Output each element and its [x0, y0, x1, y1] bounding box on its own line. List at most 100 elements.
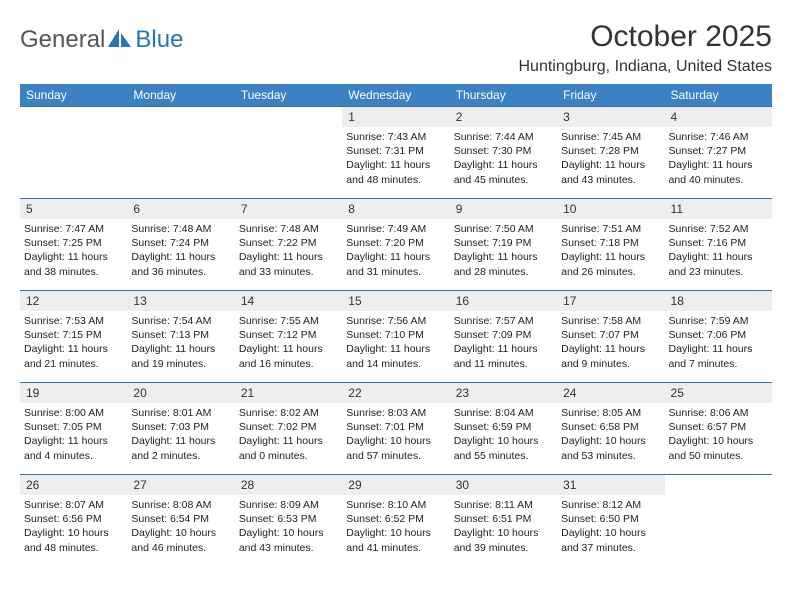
daylight-line: Daylight: 10 hours and 37 minutes.	[561, 526, 660, 554]
day-body: Sunrise: 7:44 AMSunset: 7:30 PMDaylight:…	[450, 127, 557, 190]
daylight-line: Daylight: 11 hours and 33 minutes.	[239, 250, 338, 278]
day-body: Sunrise: 8:01 AMSunset: 7:03 PMDaylight:…	[127, 403, 234, 466]
day-cell	[20, 107, 127, 199]
day-number: 2	[450, 107, 557, 127]
day-number: 29	[342, 475, 449, 495]
sunrise-line: Sunrise: 7:57 AM	[454, 314, 553, 328]
day-cell: 20Sunrise: 8:01 AMSunset: 7:03 PMDayligh…	[127, 383, 234, 475]
day-number: 4	[665, 107, 772, 127]
day-cell: 8Sunrise: 7:49 AMSunset: 7:20 PMDaylight…	[342, 199, 449, 291]
day-number: 20	[127, 383, 234, 403]
day-number: 24	[557, 383, 664, 403]
day-cell: 24Sunrise: 8:05 AMSunset: 6:58 PMDayligh…	[557, 383, 664, 475]
day-cell: 27Sunrise: 8:08 AMSunset: 6:54 PMDayligh…	[127, 475, 234, 567]
daylight-line: Daylight: 11 hours and 4 minutes.	[24, 434, 123, 462]
sunrise-line: Sunrise: 7:44 AM	[454, 130, 553, 144]
sunrise-line: Sunrise: 7:50 AM	[454, 222, 553, 236]
location-text: Huntingburg, Indiana, United States	[519, 58, 773, 76]
daylight-line: Daylight: 10 hours and 48 minutes.	[24, 526, 123, 554]
day-body: Sunrise: 7:48 AMSunset: 7:22 PMDaylight:…	[235, 219, 342, 282]
sunrise-line: Sunrise: 7:51 AM	[561, 222, 660, 236]
day-number: 31	[557, 475, 664, 495]
day-body: Sunrise: 8:00 AMSunset: 7:05 PMDaylight:…	[20, 403, 127, 466]
day-body: Sunrise: 7:53 AMSunset: 7:15 PMDaylight:…	[20, 311, 127, 374]
day-body: Sunrise: 7:56 AMSunset: 7:10 PMDaylight:…	[342, 311, 449, 374]
sunrise-line: Sunrise: 8:02 AM	[239, 406, 338, 420]
daylight-line: Daylight: 10 hours and 39 minutes.	[454, 526, 553, 554]
day-body: Sunrise: 8:11 AMSunset: 6:51 PMDaylight:…	[450, 495, 557, 558]
day-cell: 6Sunrise: 7:48 AMSunset: 7:24 PMDaylight…	[127, 199, 234, 291]
day-cell	[127, 107, 234, 199]
daylight-line: Daylight: 11 hours and 40 minutes.	[669, 158, 768, 186]
day-header-sun: Sunday	[20, 84, 127, 107]
day-number: 11	[665, 199, 772, 219]
sunset-line: Sunset: 7:16 PM	[669, 236, 768, 250]
sunrise-line: Sunrise: 7:54 AM	[131, 314, 230, 328]
day-cell: 26Sunrise: 8:07 AMSunset: 6:56 PMDayligh…	[20, 475, 127, 567]
day-cell: 22Sunrise: 8:03 AMSunset: 7:01 PMDayligh…	[342, 383, 449, 475]
day-header-sat: Saturday	[665, 84, 772, 107]
daylight-line: Daylight: 11 hours and 19 minutes.	[131, 342, 230, 370]
daylight-line: Daylight: 11 hours and 43 minutes.	[561, 158, 660, 186]
daylight-line: Daylight: 11 hours and 14 minutes.	[346, 342, 445, 370]
sunset-line: Sunset: 7:24 PM	[131, 236, 230, 250]
header: General Blue October 2025 Huntingburg, I…	[20, 20, 772, 76]
logo-text-general: General	[20, 26, 105, 54]
sunset-line: Sunset: 7:05 PM	[24, 420, 123, 434]
day-cell: 11Sunrise: 7:52 AMSunset: 7:16 PMDayligh…	[665, 199, 772, 291]
sunrise-line: Sunrise: 8:05 AM	[561, 406, 660, 420]
day-number: 23	[450, 383, 557, 403]
day-header-mon: Monday	[127, 84, 234, 107]
sunset-line: Sunset: 6:56 PM	[24, 512, 123, 526]
day-header-wed: Wednesday	[342, 84, 449, 107]
day-header-thu: Thursday	[450, 84, 557, 107]
week-row: 1Sunrise: 7:43 AMSunset: 7:31 PMDaylight…	[20, 107, 772, 199]
day-number: 8	[342, 199, 449, 219]
day-cell: 30Sunrise: 8:11 AMSunset: 6:51 PMDayligh…	[450, 475, 557, 567]
day-number: 22	[342, 383, 449, 403]
daylight-line: Daylight: 10 hours and 43 minutes.	[239, 526, 338, 554]
day-number: 6	[127, 199, 234, 219]
day-body: Sunrise: 8:09 AMSunset: 6:53 PMDaylight:…	[235, 495, 342, 558]
daylight-line: Daylight: 11 hours and 21 minutes.	[24, 342, 123, 370]
day-body: Sunrise: 8:03 AMSunset: 7:01 PMDaylight:…	[342, 403, 449, 466]
day-header-row: Sunday Monday Tuesday Wednesday Thursday…	[20, 84, 772, 107]
day-number: 21	[235, 383, 342, 403]
day-body: Sunrise: 8:05 AMSunset: 6:58 PMDaylight:…	[557, 403, 664, 466]
sunrise-line: Sunrise: 8:06 AM	[669, 406, 768, 420]
day-cell: 16Sunrise: 7:57 AMSunset: 7:09 PMDayligh…	[450, 291, 557, 383]
day-cell: 21Sunrise: 8:02 AMSunset: 7:02 PMDayligh…	[235, 383, 342, 475]
sunset-line: Sunset: 7:01 PM	[346, 420, 445, 434]
sunrise-line: Sunrise: 7:52 AM	[669, 222, 768, 236]
day-cell	[665, 475, 772, 567]
day-cell: 2Sunrise: 7:44 AMSunset: 7:30 PMDaylight…	[450, 107, 557, 199]
sunrise-line: Sunrise: 7:53 AM	[24, 314, 123, 328]
sunset-line: Sunset: 7:19 PM	[454, 236, 553, 250]
daylight-line: Daylight: 11 hours and 48 minutes.	[346, 158, 445, 186]
day-number: 7	[235, 199, 342, 219]
sunrise-line: Sunrise: 7:46 AM	[669, 130, 768, 144]
sunset-line: Sunset: 6:52 PM	[346, 512, 445, 526]
calendar-body: 1Sunrise: 7:43 AMSunset: 7:31 PMDaylight…	[20, 107, 772, 567]
day-cell: 29Sunrise: 8:10 AMSunset: 6:52 PMDayligh…	[342, 475, 449, 567]
day-number: 1	[342, 107, 449, 127]
day-number: 27	[127, 475, 234, 495]
day-cell: 1Sunrise: 7:43 AMSunset: 7:31 PMDaylight…	[342, 107, 449, 199]
daylight-line: Daylight: 11 hours and 7 minutes.	[669, 342, 768, 370]
day-body: Sunrise: 7:58 AMSunset: 7:07 PMDaylight:…	[557, 311, 664, 374]
sunset-line: Sunset: 7:06 PM	[669, 328, 768, 342]
day-cell: 19Sunrise: 8:00 AMSunset: 7:05 PMDayligh…	[20, 383, 127, 475]
sunset-line: Sunset: 7:12 PM	[239, 328, 338, 342]
daylight-line: Daylight: 10 hours and 57 minutes.	[346, 434, 445, 462]
day-body: Sunrise: 8:07 AMSunset: 6:56 PMDaylight:…	[20, 495, 127, 558]
day-cell: 15Sunrise: 7:56 AMSunset: 7:10 PMDayligh…	[342, 291, 449, 383]
daylight-line: Daylight: 11 hours and 36 minutes.	[131, 250, 230, 278]
day-body: Sunrise: 8:10 AMSunset: 6:52 PMDaylight:…	[342, 495, 449, 558]
sunset-line: Sunset: 7:20 PM	[346, 236, 445, 250]
daylight-line: Daylight: 11 hours and 31 minutes.	[346, 250, 445, 278]
sunrise-line: Sunrise: 8:01 AM	[131, 406, 230, 420]
daylight-line: Daylight: 11 hours and 16 minutes.	[239, 342, 338, 370]
daylight-line: Daylight: 10 hours and 46 minutes.	[131, 526, 230, 554]
day-body: Sunrise: 7:49 AMSunset: 7:20 PMDaylight:…	[342, 219, 449, 282]
sunset-line: Sunset: 7:22 PM	[239, 236, 338, 250]
